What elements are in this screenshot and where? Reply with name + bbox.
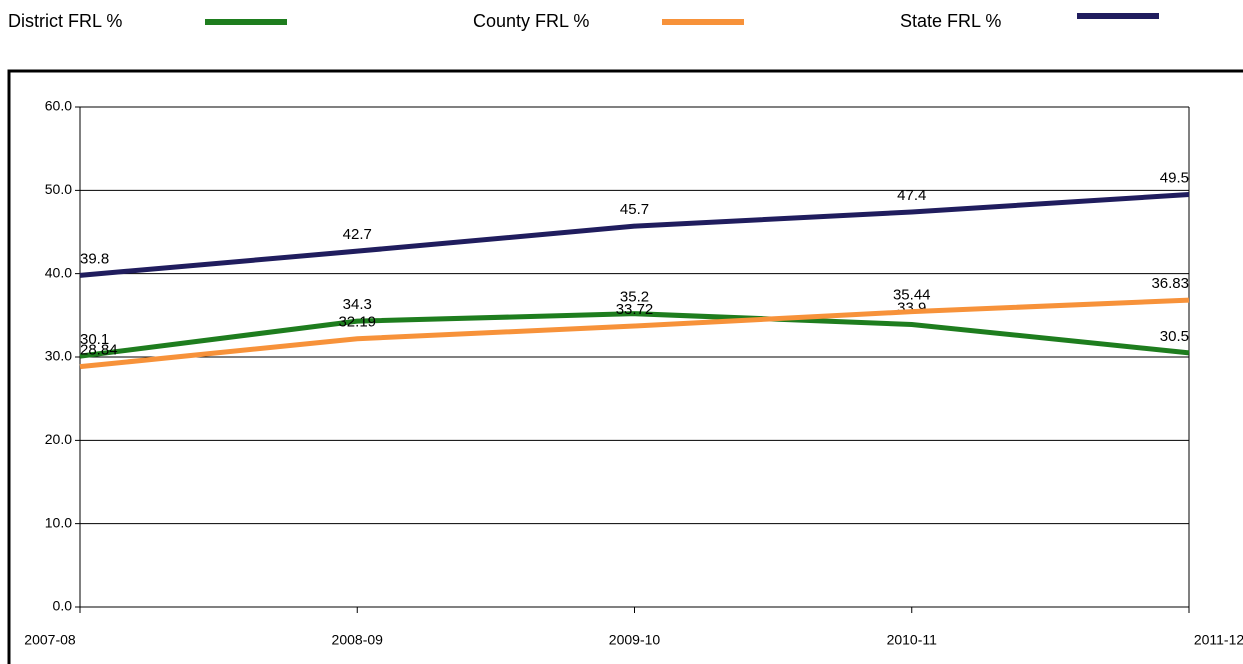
x-tick-label: 2008-09 [332, 632, 384, 648]
data-label: 42.7 [343, 226, 372, 243]
data-label: 32.19 [338, 314, 376, 331]
chart-frame [7, 69, 1243, 664]
series-line [79, 297, 1190, 370]
data-label: 36.83 [1151, 275, 1189, 292]
x-tick-label: 2010-11 [887, 632, 938, 648]
series-line [79, 192, 1190, 278]
data-label: 45.7 [620, 201, 649, 218]
y-tick-label: 60.0 [45, 98, 72, 114]
y-tick-label: 40.0 [45, 264, 72, 280]
data-label: 30.5 [1160, 328, 1189, 345]
x-tick-label: 2009-10 [609, 632, 661, 648]
y-tick-label: 20.0 [45, 431, 72, 447]
y-tick-label: 10.0 [45, 514, 72, 530]
legend-label: District FRL % [8, 11, 122, 31]
data-label: 35.2 [620, 289, 649, 306]
data-label: 39.8 [80, 250, 109, 267]
data-label: 49.5 [1160, 169, 1189, 186]
data-label: 33.72 [616, 301, 654, 318]
legend-swatch [1077, 13, 1159, 19]
data-label: 30.1 [80, 331, 109, 348]
data-label: 35.44 [893, 287, 931, 304]
y-tick-label: 0.0 [53, 598, 73, 614]
data-label: 34.3 [343, 296, 372, 313]
series-line [79, 311, 1190, 359]
legend-label: State FRL % [900, 11, 1001, 31]
x-tick-label: 2007-08 [24, 632, 76, 648]
legend-swatch [205, 19, 287, 25]
x-tick-label: 2011-12 [1194, 632, 1243, 648]
y-tick-label: 50.0 [45, 181, 72, 197]
y-tick-label: 30.0 [45, 348, 72, 364]
legend-label: County FRL % [473, 11, 589, 31]
data-label: 47.4 [897, 187, 926, 204]
legend-swatch [662, 19, 744, 25]
data-label: 28.84 [80, 342, 118, 359]
